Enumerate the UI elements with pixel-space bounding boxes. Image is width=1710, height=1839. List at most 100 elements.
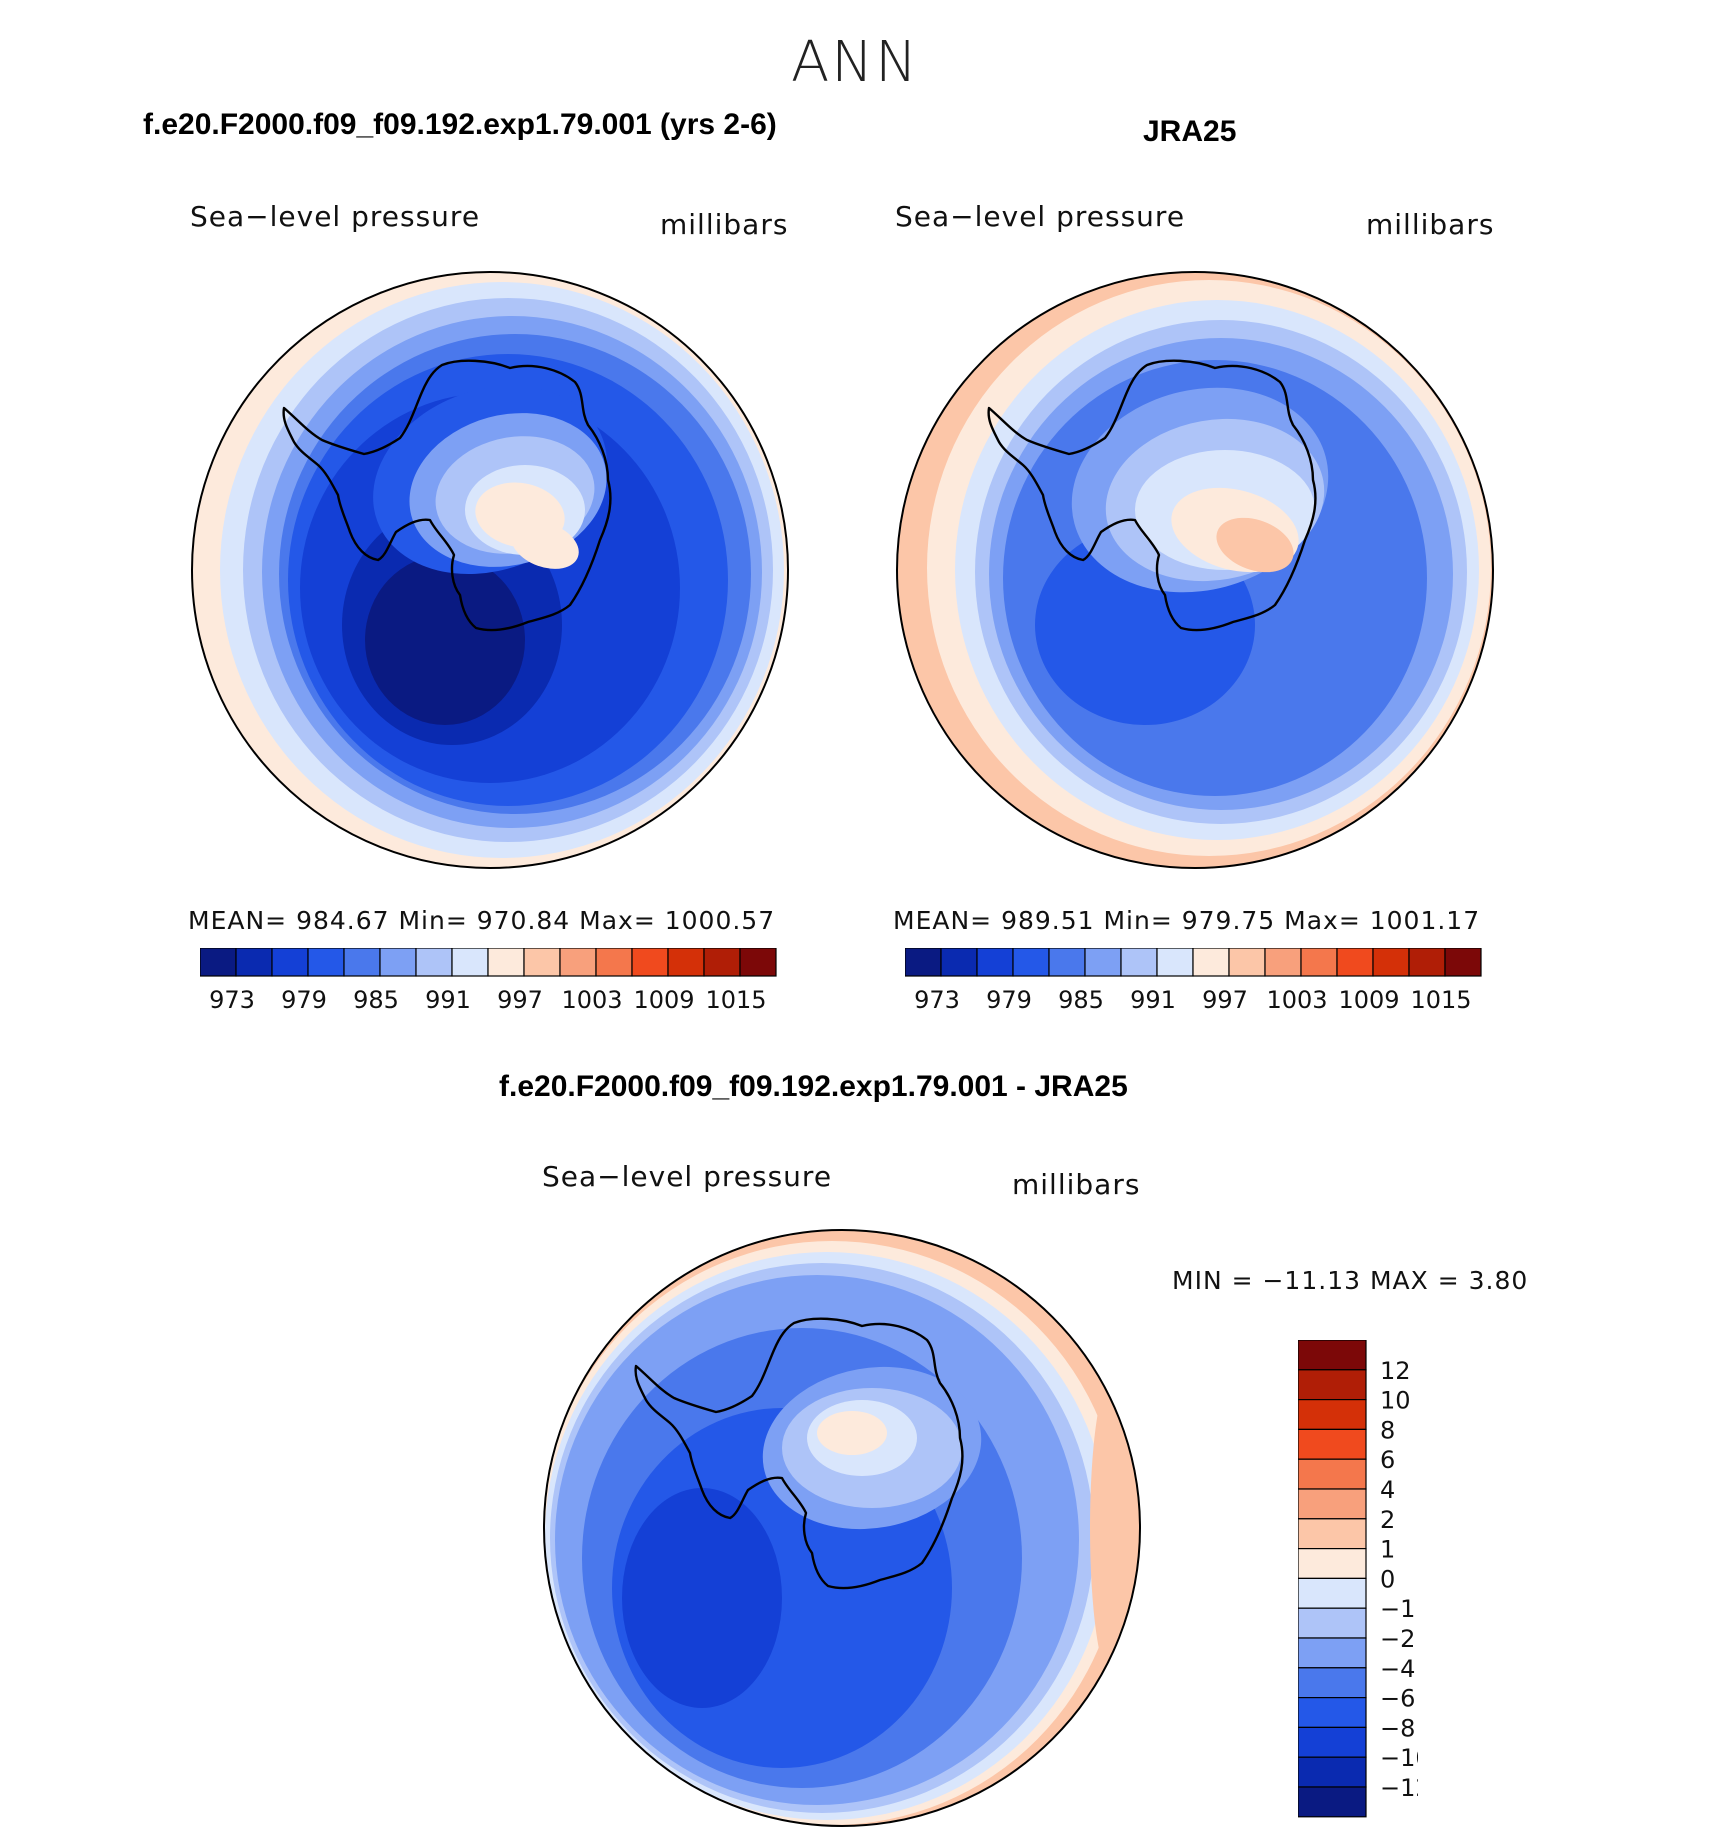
panel1-colorbar-swatch bbox=[703, 948, 741, 977]
panel1-colorbar-swatch bbox=[379, 948, 417, 977]
panel2-colorbar-swatch bbox=[940, 948, 978, 977]
panel2-colorbar-swatch bbox=[1192, 948, 1230, 977]
difference-colorbar-tick-label: 0 bbox=[1380, 1565, 1395, 1593]
panel2-colorbar-swatch bbox=[1048, 948, 1086, 977]
difference-colorbar-swatch bbox=[1298, 1428, 1367, 1460]
difference-colorbar-swatch bbox=[1298, 1607, 1367, 1639]
difference-colorbar-swatch bbox=[1298, 1637, 1367, 1669]
panel3-antarctica-coastline bbox=[634, 1317, 964, 1590]
panel2-colorbar-tick-label: 1003 bbox=[1266, 986, 1327, 1014]
panel1-colorbar-swatch bbox=[559, 948, 597, 977]
panel1-colorbar-swatch bbox=[271, 948, 309, 977]
difference-colorbar-tick-label: 2 bbox=[1380, 1506, 1395, 1534]
panel2-colorbar-tick-label: 985 bbox=[1058, 986, 1104, 1014]
panel2-colorbar-tick-label: 979 bbox=[986, 986, 1032, 1014]
panel3-map-boundary bbox=[543, 1229, 1141, 1827]
difference-colorbar-tick-label: 12 bbox=[1380, 1357, 1411, 1385]
difference-colorbar-tick-label: 8 bbox=[1380, 1416, 1395, 1444]
panel2-colorbar-swatch bbox=[1444, 948, 1482, 977]
difference-colorbar-swatch bbox=[1298, 1398, 1367, 1430]
panel1-colorbar-swatch bbox=[343, 948, 381, 977]
panel3-units-label: millibars bbox=[1012, 1168, 1141, 1201]
panel2-field bbox=[897, 272, 1493, 868]
panel1-colorbar-tick-label: 973 bbox=[209, 986, 255, 1014]
panel2-stats: MEAN= 989.51 Min= 979.75 Max= 1001.17 bbox=[893, 906, 1481, 935]
panel1-antarctica-coastline bbox=[282, 359, 612, 632]
panel2-contour-blob bbox=[1216, 517, 1294, 573]
panel2-colorbar-swatch bbox=[1084, 948, 1122, 977]
panel2-colorbar-swatch bbox=[905, 948, 942, 977]
panel1-colorbar-tick-label: 985 bbox=[353, 986, 399, 1014]
panel2-colorbar-swatch bbox=[1156, 948, 1194, 977]
panel1-field bbox=[192, 272, 788, 868]
difference-colorbar-swatch bbox=[1298, 1369, 1367, 1401]
panel1-colorbar-swatch bbox=[235, 948, 273, 977]
panel1-variable-label: Sea−level pressure bbox=[190, 200, 481, 233]
panel2-colorbar-swatch bbox=[1372, 948, 1410, 977]
difference-colorbar-tick-label: 4 bbox=[1380, 1476, 1395, 1504]
panel1-colorbar-tick-label: 991 bbox=[425, 986, 471, 1014]
panel3-variable-label: Sea−level pressure bbox=[542, 1160, 833, 1193]
panel3-contour-band bbox=[622, 1488, 782, 1708]
panel1-colorbar-tick-label: 1003 bbox=[561, 986, 622, 1014]
panel2-map-boundary bbox=[896, 271, 1494, 869]
difference-colorbar-tick-label: 6 bbox=[1380, 1446, 1395, 1474]
panel2-colorbar-swatch bbox=[1264, 948, 1302, 977]
difference-colorbar-swatch bbox=[1298, 1518, 1367, 1550]
panel1-colorbar-swatch bbox=[200, 948, 237, 977]
difference-colorbar-swatch bbox=[1298, 1756, 1367, 1788]
panel1-title: f.e20.F2000.f09_f09.192.exp1.79.001 (yrs… bbox=[143, 108, 777, 141]
difference-colorbar-swatch bbox=[1298, 1786, 1367, 1818]
panel2-units-label: millibars bbox=[1366, 208, 1495, 241]
difference-colorbar-swatch bbox=[1298, 1667, 1367, 1699]
panel1-polar-map bbox=[191, 271, 789, 869]
panel2-title: JRA25 bbox=[1143, 115, 1237, 148]
panel1-colorbar-swatch bbox=[595, 948, 633, 977]
difference-colorbar-swatch bbox=[1298, 1548, 1367, 1580]
difference-min-max: MIN = −11.13 MAX = 3.80 bbox=[1172, 1266, 1529, 1295]
panel1-units-label: millibars bbox=[660, 208, 789, 241]
difference-colorbar-tick-label: 10 bbox=[1380, 1387, 1411, 1415]
panel2-colorbar-tick-label: 1015 bbox=[1410, 986, 1471, 1014]
panel1-colorbar-tick-label: 997 bbox=[497, 986, 543, 1014]
panel1-colorbar-tick-label: 1009 bbox=[633, 986, 694, 1014]
panel1-map-boundary bbox=[191, 271, 789, 869]
difference-colorbar-tick-label: −6 bbox=[1380, 1685, 1415, 1713]
panel2-polar-map bbox=[896, 271, 1494, 869]
panel1-colorbar-swatch bbox=[739, 948, 777, 977]
panel2-colorbar-swatch bbox=[1300, 948, 1338, 977]
difference-colorbar-tick-label: −12 bbox=[1380, 1774, 1418, 1802]
panel2-colorbar-swatch bbox=[1012, 948, 1050, 977]
panel1-colorbar-swatch bbox=[667, 948, 705, 977]
difference-colorbar-swatch bbox=[1298, 1697, 1367, 1729]
panel2-colorbar-tick-label: 991 bbox=[1130, 986, 1176, 1014]
panel1-colorbar-tick-label: 979 bbox=[281, 986, 327, 1014]
panel1-contour-band bbox=[365, 555, 525, 725]
difference-colorbar-tick-label: 1 bbox=[1380, 1536, 1395, 1564]
difference-polar-map bbox=[543, 1229, 1141, 1827]
panel2-colorbar-swatch bbox=[1336, 948, 1374, 977]
panel1-colorbar-swatch bbox=[487, 948, 525, 977]
panel2-antarctica-coastline bbox=[987, 359, 1317, 632]
panel1-stats: MEAN= 984.67 Min= 970.84 Max= 1000.57 bbox=[188, 906, 776, 935]
panel3-contour-blob bbox=[817, 1411, 887, 1455]
difference-colorbar-tick-label: −4 bbox=[1380, 1655, 1415, 1683]
panel2-colorbar-swatch bbox=[1228, 948, 1266, 977]
season-title: ANN bbox=[790, 30, 920, 95]
difference-colorbar-swatch bbox=[1298, 1726, 1367, 1758]
panel1-colorbar: 973 979 985 991 997 1003 1009 1015 bbox=[200, 948, 777, 1014]
panel2-colorbar-swatch bbox=[976, 948, 1014, 977]
panel1-colorbar-swatch bbox=[523, 948, 561, 977]
panel1-colorbar-swatch bbox=[631, 948, 669, 977]
panel2-colorbar-tick-label: 997 bbox=[1202, 986, 1248, 1014]
panel1-contour-blob bbox=[511, 521, 579, 569]
panel1-colorbar-swatch bbox=[307, 948, 345, 977]
panel3-contour-blob bbox=[1090, 1378, 1134, 1678]
difference-colorbar-tick-label: −10 bbox=[1380, 1744, 1418, 1772]
difference-colorbar-tick-label: −1 bbox=[1380, 1595, 1415, 1623]
difference-colorbar-swatch bbox=[1298, 1488, 1367, 1520]
difference-colorbar-tick-label: −2 bbox=[1380, 1625, 1415, 1653]
difference-colorbar-swatch bbox=[1298, 1577, 1367, 1609]
panel2-colorbar-swatch bbox=[1408, 948, 1446, 977]
